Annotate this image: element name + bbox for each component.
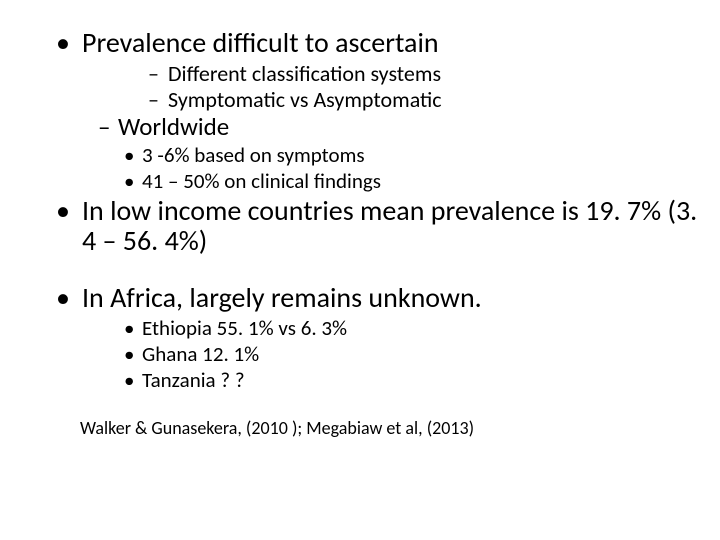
bullet-symptoms-pct: 3 -6% based on symptoms [124,143,700,168]
bullet-text: Ethiopia 55. 1% vs 6. 3% [142,315,347,341]
bullet-africa: In Africa, largely remains unknown. [56,283,700,314]
bullet-text: Tanzania ? ? [142,367,245,393]
bullet-list-africa-sub: Ethiopia 55. 1% vs 6. 3% Ghana 12. 1% Ta… [124,316,700,394]
bullet-text: 41 – 50% on clinical findings [142,168,381,194]
bullet-clinical-pct: 41 – 50% on clinical findings [124,169,700,194]
reference-text: Walker & Gunasekera, (2010 ); Megabiaw e… [80,417,474,439]
bullet-list-worldwide-sub: 3 -6% based on symptoms 41 – 50% on clin… [124,143,700,194]
bullet-list-lvl2-b: Worldwide [98,113,700,142]
bullet-list-lvl1: In low income countries mean prevalence … [56,196,700,258]
bullet-worldwide: Worldwide [98,113,700,142]
bullet-text: 3 -6% based on symptoms [142,142,365,168]
bullet-text: In low income countries mean prevalence … [82,193,697,259]
bullet-text: Symptomatic vs Asymptomatic [168,86,442,113]
bullet-symptomatic: Symptomatic vs Asymptomatic [148,87,700,112]
bullet-list-lvl1: Prevalence difficult to ascertain [56,28,700,59]
bullet-text: Ghana 12. 1% [142,341,259,367]
spacer [20,394,700,418]
bullet-text: Worldwide [118,111,229,142]
slide-body: Prevalence difficult to ascertain Differ… [0,0,720,540]
bullet-list-lvl1: In Africa, largely remains unknown. [56,283,700,314]
bullet-tanzania: Tanzania ? ? [124,368,700,393]
bullet-list-lvl2-a: Different classification systems Symptom… [148,61,700,113]
bullet-low-income: In low income countries mean prevalence … [56,196,700,258]
bullet-text: Prevalence difficult to ascertain [82,25,439,60]
bullet-text: In Africa, largely remains unknown. [82,280,482,315]
bullet-ghana: Ghana 12. 1% [124,342,700,367]
reference-citation: Walker & Gunasekera, (2010 ); Megabiaw e… [80,418,700,440]
bullet-ethiopia: Ethiopia 55. 1% vs 6. 3% [124,316,700,341]
bullet-prevalence: Prevalence difficult to ascertain [56,28,700,59]
bullet-text: Different classification systems [168,60,441,87]
bullet-classification: Different classification systems [148,61,700,86]
